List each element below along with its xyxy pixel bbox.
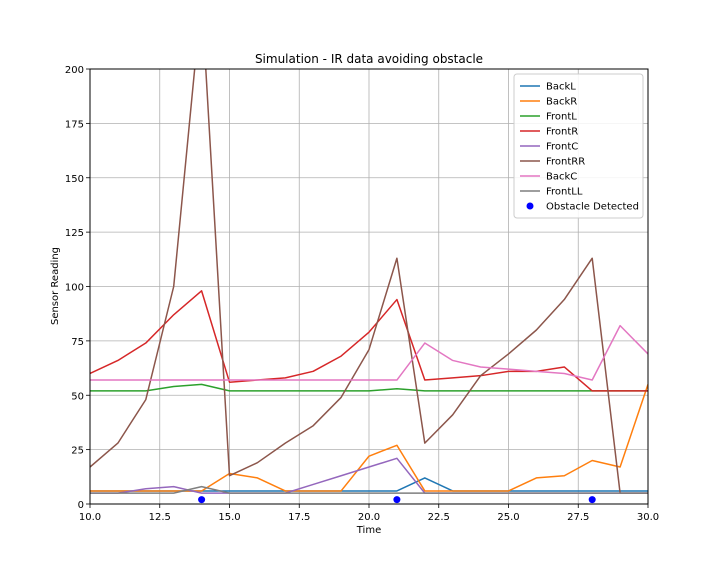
series-line-frontl xyxy=(90,383,648,392)
series-line-frontll xyxy=(90,485,648,494)
y-tick-label: 75 xyxy=(71,337,84,348)
series-line-backc xyxy=(90,324,648,381)
legend-label: Obstacle Detected xyxy=(546,202,639,213)
y-tick-label: 50 xyxy=(71,391,84,402)
series-line-frontr xyxy=(90,290,648,392)
obstacle-point xyxy=(198,496,206,504)
legend-swatch xyxy=(526,202,534,210)
legend-label: BackR xyxy=(546,97,577,108)
y-axis-ticks: 0 25 50 75 100 125 150 175 200 xyxy=(65,65,90,511)
x-axis-label: Time xyxy=(356,525,381,536)
legend-label: FrontR xyxy=(546,127,578,138)
legend-label: FrontL xyxy=(546,112,577,123)
obstacle-point xyxy=(393,496,401,504)
y-tick-label: 175 xyxy=(65,119,84,130)
obstacle-markers xyxy=(198,496,596,504)
x-axis-ticks: 10.0 12.5 15.0 17.5 20.0 22.5 25.0 27.5 30.0 xyxy=(79,504,659,523)
legend-label: FrontRR xyxy=(546,157,585,168)
legend-label: FrontLL xyxy=(546,187,583,198)
x-tick-label: 20.0 xyxy=(358,512,380,523)
legend-label: BackC xyxy=(546,172,577,183)
y-tick-label: 150 xyxy=(65,174,84,185)
legend-label: FrontC xyxy=(546,142,578,153)
x-tick-label: 15.0 xyxy=(218,512,240,523)
y-axis-label: Sensor Reading xyxy=(50,247,61,325)
x-tick-label: 30.0 xyxy=(637,512,659,523)
x-tick-label: 27.5 xyxy=(567,512,589,523)
y-tick-label: 25 xyxy=(71,446,84,457)
x-tick-label: 25.0 xyxy=(497,512,519,523)
y-tick-label: 125 xyxy=(65,228,84,239)
x-tick-label: 12.5 xyxy=(149,512,171,523)
legend-label: BackL xyxy=(546,82,576,93)
x-tick-label: 17.5 xyxy=(288,512,310,523)
legend: BackL BackR FrontL FrontR FrontC FrontRR BackC… xyxy=(513,73,644,219)
x-tick-label: 22.5 xyxy=(428,512,450,523)
y-tick-label: 200 xyxy=(65,65,84,76)
x-tick-label: 10.0 xyxy=(79,512,101,523)
y-tick-label: 100 xyxy=(65,283,84,294)
chart-title: Simulation - IR data avoiding obstacle xyxy=(255,52,483,66)
y-tick-label: 0 xyxy=(78,500,84,511)
legend-box xyxy=(513,73,644,219)
series-lines xyxy=(90,69,648,494)
obstacle-point xyxy=(588,496,596,504)
series-line-frontrr xyxy=(90,69,648,494)
